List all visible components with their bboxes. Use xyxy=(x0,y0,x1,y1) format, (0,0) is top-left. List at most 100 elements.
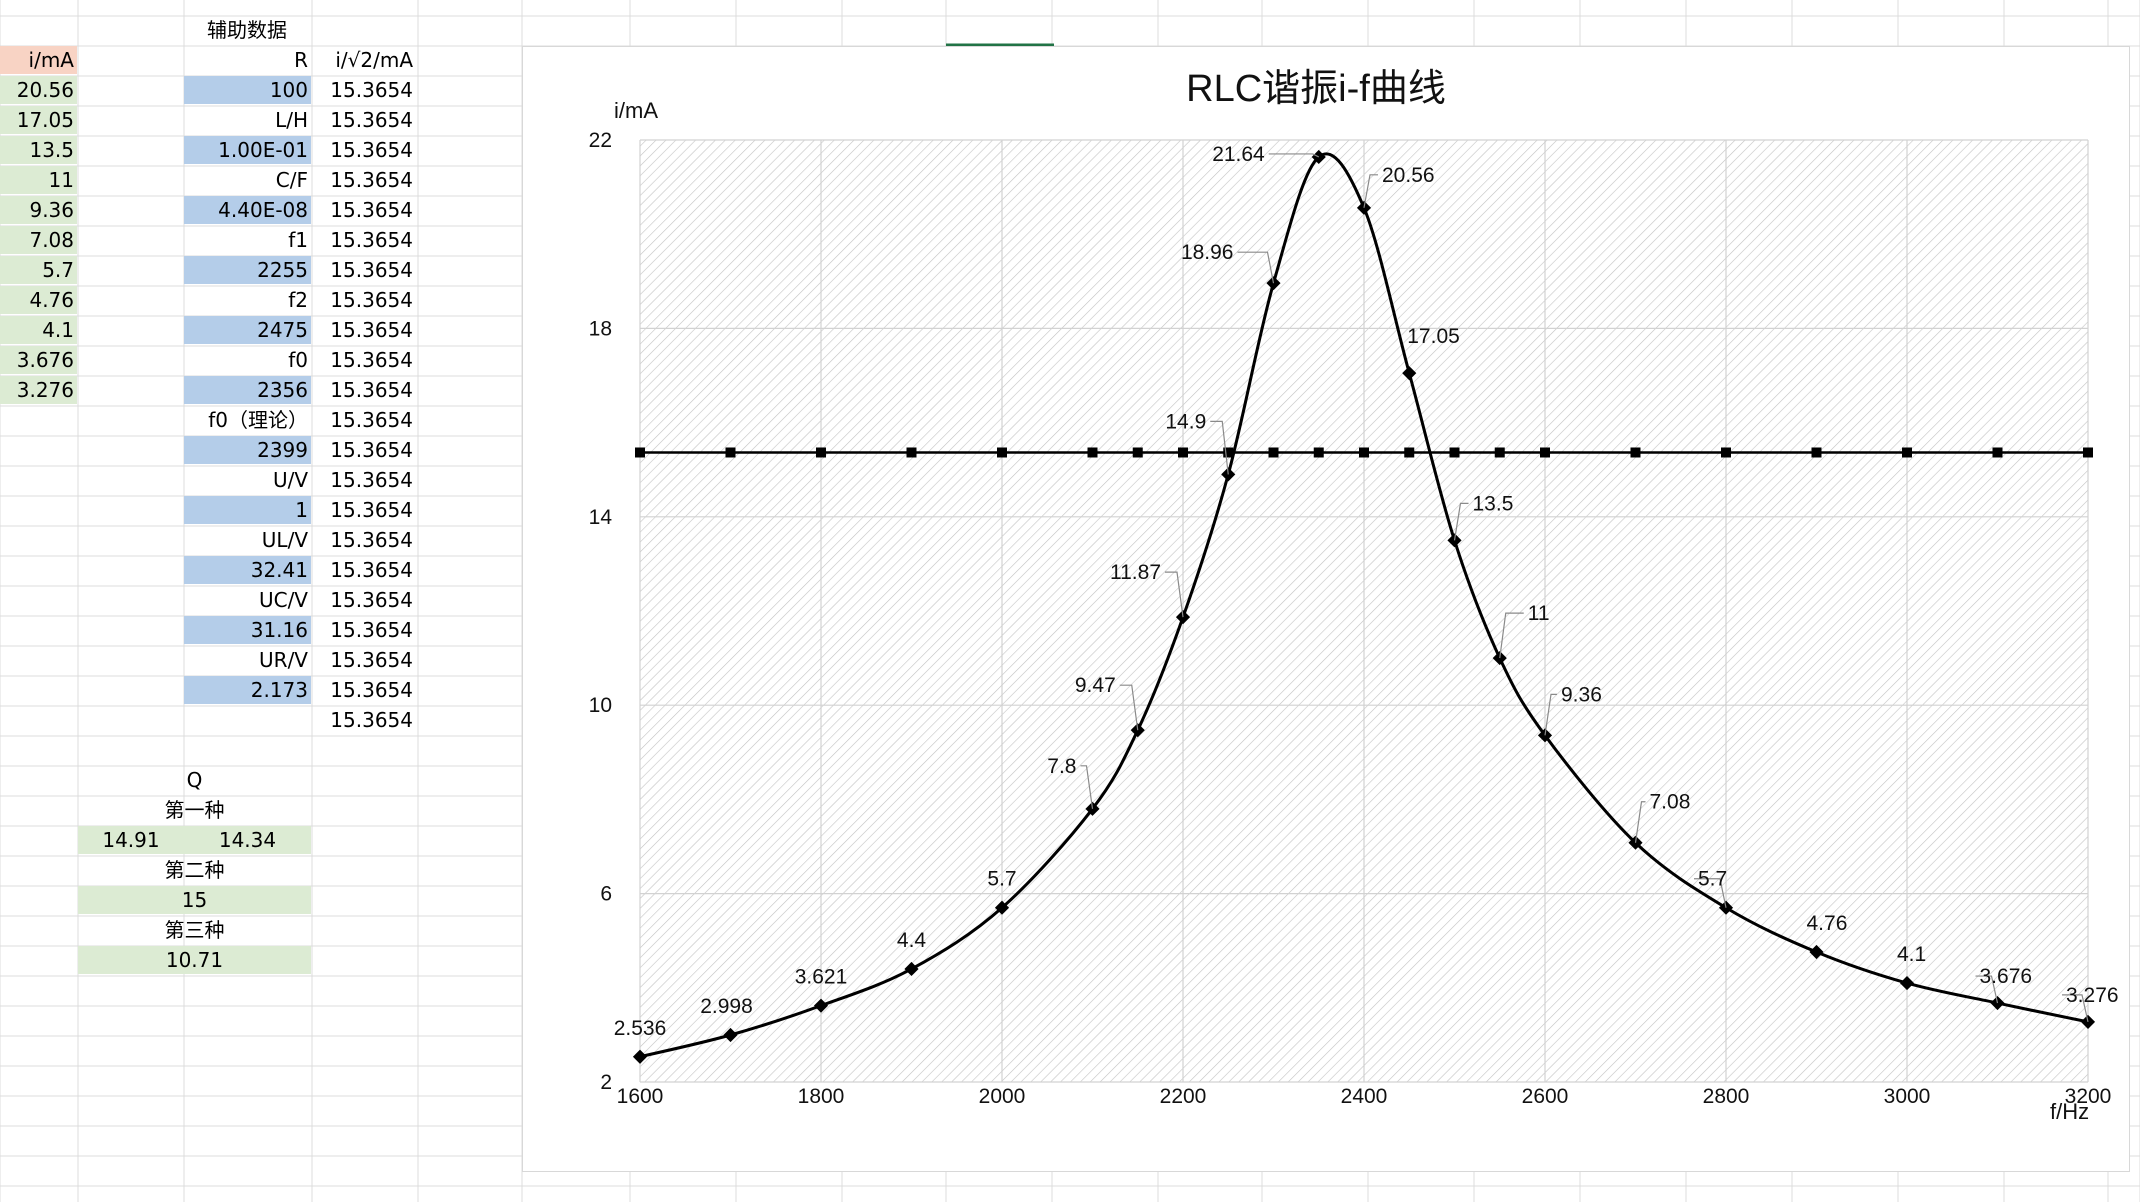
method1-value-1[interactable]: 14.91 xyxy=(78,826,184,854)
col-d-cell[interactable]: 15.3654 xyxy=(330,408,413,432)
col-d-cell[interactable]: 15.3654 xyxy=(330,108,413,132)
y-tick-label: 10 xyxy=(589,694,612,717)
col-d-cell[interactable]: 15.3654 xyxy=(330,618,413,642)
data-label: 3.276 xyxy=(2066,984,2119,1007)
col-d-cell[interactable]: 15.3654 xyxy=(330,468,413,492)
series-reference-point xyxy=(1449,447,1460,458)
col-d-cell[interactable]: 15.3654 xyxy=(330,498,413,522)
col-d-cell[interactable]: 15.3654 xyxy=(330,438,413,462)
data-label: 2.998 xyxy=(700,995,753,1018)
col-a-cell[interactable]: 3.676 xyxy=(0,346,77,374)
q-label[interactable]: Q xyxy=(186,768,203,792)
param-label-cell[interactable]: UL/V xyxy=(261,528,308,552)
data-label: 3.676 xyxy=(1980,965,2033,988)
method2-label[interactable]: 第二种 xyxy=(164,858,225,882)
series-reference-point xyxy=(1630,447,1641,458)
param-label-cell[interactable]: L/H xyxy=(275,108,308,132)
param-label-cell[interactable]: f0 xyxy=(288,348,308,372)
series-reference-point xyxy=(2083,447,2093,458)
col-d-cell[interactable]: 15.3654 xyxy=(330,678,413,702)
col-a-cell[interactable]: 11 xyxy=(0,166,77,194)
col-d-cell[interactable]: 15.3654 xyxy=(330,258,413,282)
aux-data-header: 辅助数据 xyxy=(207,18,287,42)
param-value-cell[interactable]: 2.173 xyxy=(184,676,311,704)
x-tick-label: 1600 xyxy=(617,1085,664,1108)
col-a-cell[interactable]: 3.276 xyxy=(0,376,77,404)
col-d-cell[interactable]: 15.3654 xyxy=(330,648,413,672)
data-label-leader xyxy=(1694,878,1727,908)
series-reference-point xyxy=(725,447,736,458)
col-d-header[interactable]: i/√2/mA xyxy=(335,48,413,72)
param-label-cell[interactable]: f2 xyxy=(288,288,308,312)
data-label: 7.08 xyxy=(1650,791,1691,814)
col-d-cell[interactable]: 15.3654 xyxy=(330,168,413,192)
param-value-cell[interactable]: 2475 xyxy=(184,316,311,344)
col-a-cell[interactable]: 13.5 xyxy=(0,136,77,164)
x-tick-label: 1800 xyxy=(798,1085,845,1108)
col-a-cell[interactable]: 20.56 xyxy=(0,76,77,104)
series-reference-point xyxy=(1811,447,1822,458)
col-d-cell[interactable]: 15.3654 xyxy=(330,138,413,162)
y-tick-label: 22 xyxy=(589,129,612,152)
param-value-cell[interactable]: 100 xyxy=(184,76,311,104)
x-tick-label: 3000 xyxy=(1884,1085,1931,1108)
col-a-header[interactable]: i/mA xyxy=(0,46,77,74)
col-d-cell[interactable]: 15.3654 xyxy=(330,558,413,582)
data-label: 4.1 xyxy=(1897,943,1926,966)
col-d-cell[interactable]: 15.3654 xyxy=(330,348,413,372)
param-value-cell[interactable]: 32.41 xyxy=(184,556,311,584)
param-value-cell[interactable]: 31.16 xyxy=(184,616,311,644)
data-label-leader xyxy=(1119,684,1139,731)
param-label-cell[interactable]: UR/V xyxy=(259,648,308,672)
col-d-cell[interactable]: 15.3654 xyxy=(330,288,413,312)
x-tick-label: 3200 xyxy=(2065,1085,2112,1108)
col-d-cell[interactable]: 15.3654 xyxy=(330,198,413,222)
param-label-cell[interactable]: UC/V xyxy=(258,588,308,612)
param-label-cell[interactable]: f0（理论） xyxy=(208,408,308,432)
param-value-cell[interactable]: 1.00E-01 xyxy=(184,136,311,164)
data-label-leader xyxy=(1544,693,1557,736)
col-d-cell[interactable]: 15.3654 xyxy=(330,378,413,402)
method3-label[interactable]: 第三种 xyxy=(164,918,225,942)
y-tick-label: 2 xyxy=(600,1071,612,1094)
col-a-cell[interactable]: 7.08 xyxy=(0,226,77,254)
method3-value[interactable]: 10.71 xyxy=(78,946,311,974)
col-a-cell[interactable]: 4.76 xyxy=(0,286,77,314)
series-reference-point xyxy=(1087,447,1098,458)
param-value-cell[interactable]: 4.40E-08 xyxy=(184,196,311,224)
data-label-leader xyxy=(1080,765,1094,809)
series-reference-point xyxy=(1313,447,1324,458)
col-d-cell[interactable]: 15.3654 xyxy=(330,528,413,552)
col-d-cell[interactable]: 15.3654 xyxy=(330,588,413,612)
method2-value[interactable]: 15 xyxy=(78,886,311,914)
col-a-cell[interactable]: 4.1 xyxy=(0,316,77,344)
method1-label[interactable]: 第一种 xyxy=(164,798,225,822)
col-a-cell[interactable]: 5.7 xyxy=(0,256,77,284)
param-label-cell[interactable]: U/V xyxy=(272,468,308,492)
rlc-resonance-chart[interactable]: RLC谐振i-f曲线 i/mA f/Hz 1600 1800 2000 2200 240… xyxy=(522,46,2130,1172)
param-value-cell[interactable]: 2399 xyxy=(184,436,311,464)
data-label-leader xyxy=(1237,251,1275,284)
series-reference-point xyxy=(1359,447,1369,458)
param-value-cell[interactable]: 1 xyxy=(184,496,311,524)
param-label-cell[interactable]: R xyxy=(294,48,308,72)
data-label: 9.36 xyxy=(1561,683,1602,706)
data-label: 4.4 xyxy=(897,929,927,952)
col-d-cell[interactable]: 15.3654 xyxy=(330,708,413,732)
series-reference-point xyxy=(1902,447,1912,458)
col-a-cell[interactable]: 17.05 xyxy=(0,106,77,134)
col-a-cell[interactable]: 9.36 xyxy=(0,196,77,224)
data-label: 14.9 xyxy=(1165,410,1206,433)
param-label-cell[interactable]: C/F xyxy=(275,168,308,192)
y-axis-label: i/mA xyxy=(614,98,658,123)
series-reference-point xyxy=(1223,447,1234,458)
data-label: 13.5 xyxy=(1473,492,1514,515)
data-label-leader xyxy=(2062,994,2089,1023)
param-value-cell[interactable]: 2356 xyxy=(184,376,311,404)
param-label-cell[interactable]: f1 xyxy=(288,228,308,252)
col-d-cell[interactable]: 15.3654 xyxy=(330,318,413,342)
method1-value-2[interactable]: 14.34 xyxy=(184,826,311,854)
col-d-cell[interactable]: 15.3654 xyxy=(330,228,413,252)
col-d-cell[interactable]: 15.3654 xyxy=(330,78,413,102)
param-value-cell[interactable]: 2255 xyxy=(184,256,311,284)
